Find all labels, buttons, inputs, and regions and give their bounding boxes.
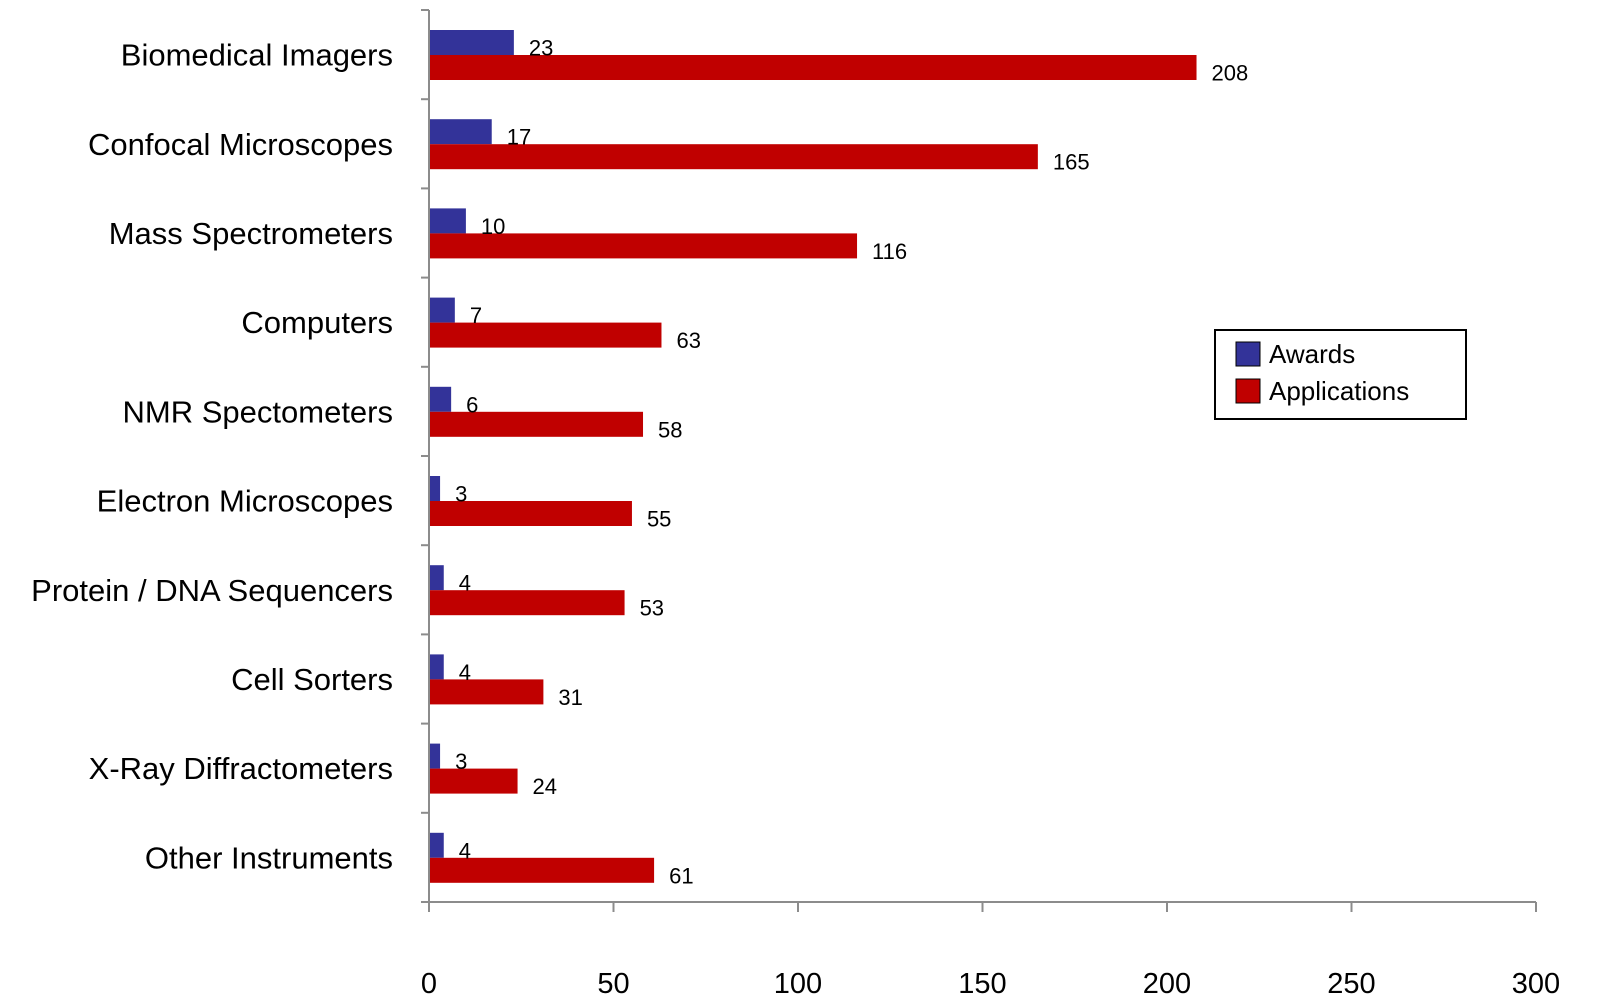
data-label-applications: 63 [676, 328, 700, 353]
category-label: Computers [241, 305, 393, 340]
bar-applications [429, 768, 518, 794]
data-label-applications: 58 [658, 417, 682, 442]
x-tick-label: 300 [1512, 968, 1560, 999]
data-label-awards: 3 [455, 749, 467, 774]
legend-swatch-awards [1235, 341, 1261, 367]
category-label: Protein / DNA Sequencers [31, 573, 393, 608]
data-label-applications: 208 [1212, 61, 1249, 86]
data-label-awards: 4 [459, 838, 471, 863]
category-label: Cell Sorters [231, 662, 393, 697]
legend-swatch-applications [1235, 378, 1261, 404]
x-tick-label: 0 [421, 968, 437, 999]
bar-awards [429, 386, 452, 412]
x-tick-label: 200 [1143, 968, 1191, 999]
x-tick-label: 250 [1327, 968, 1375, 999]
legend: Awards Applications [1214, 329, 1467, 420]
axes-group: 0 50 100 150 200 250 300 [421, 9, 1560, 999]
bar-applications [429, 857, 655, 883]
bar-applications [429, 411, 644, 437]
data-label-applications: 55 [647, 507, 671, 532]
data-label-applications: 24 [533, 774, 557, 799]
bar-applications [429, 55, 1197, 80]
data-label-awards: 4 [459, 571, 471, 596]
legend-label-applications: Applications [1269, 376, 1409, 406]
category-label: Confocal Microscopes [88, 127, 393, 162]
x-tick-label: 150 [958, 968, 1006, 999]
x-tick-label: 100 [774, 968, 822, 999]
data-label-applications: 53 [640, 596, 664, 621]
bar-awards [429, 30, 514, 55]
data-label-awards: 23 [529, 36, 553, 61]
data-label-applications: 116 [872, 239, 907, 264]
data-label-applications: 31 [558, 685, 582, 710]
bar-applications [429, 144, 1038, 170]
category-label: NMR Spectometers [123, 394, 393, 429]
bar-applications [429, 679, 544, 705]
bar-applications [429, 590, 625, 616]
bar-awards [429, 654, 444, 680]
category-labels-group: Biomedical Imagers Confocal Microscopes Ma… [31, 38, 393, 876]
data-label-awards: 7 [470, 303, 482, 328]
bar-awards [429, 476, 441, 501]
x-tick-label: 50 [597, 968, 629, 999]
data-label-awards: 6 [466, 392, 478, 417]
bar-applications [429, 322, 662, 348]
bars-group [429, 30, 1197, 883]
data-label-applications: 61 [669, 863, 693, 888]
bar-awards [429, 832, 444, 858]
category-label: Electron Microscopes [97, 484, 393, 519]
bar-awards [429, 297, 455, 323]
category-label: X-Ray Diffractometers [89, 751, 393, 786]
legend-label-awards: Awards [1269, 339, 1355, 369]
bar-applications [429, 501, 632, 526]
data-label-awards: 4 [459, 660, 471, 685]
category-label: Biomedical Imagers [121, 38, 393, 73]
data-labels-group: 23 208 17 165 10 116 7 63 6 58 3 55 4 53 4 31 3 24 4 61 [455, 36, 1248, 889]
bar-applications [429, 233, 858, 259]
category-label: Other Instruments [145, 840, 393, 875]
bar-awards [429, 119, 492, 145]
bar-awards [429, 743, 441, 769]
bar-awards [429, 565, 444, 591]
bar-awards [429, 208, 466, 234]
data-label-awards: 10 [481, 214, 505, 239]
data-label-applications: 165 [1053, 150, 1090, 175]
data-label-awards: 17 [507, 125, 531, 150]
category-label: Mass Spectrometers [109, 216, 393, 251]
data-label-awards: 3 [455, 482, 467, 507]
